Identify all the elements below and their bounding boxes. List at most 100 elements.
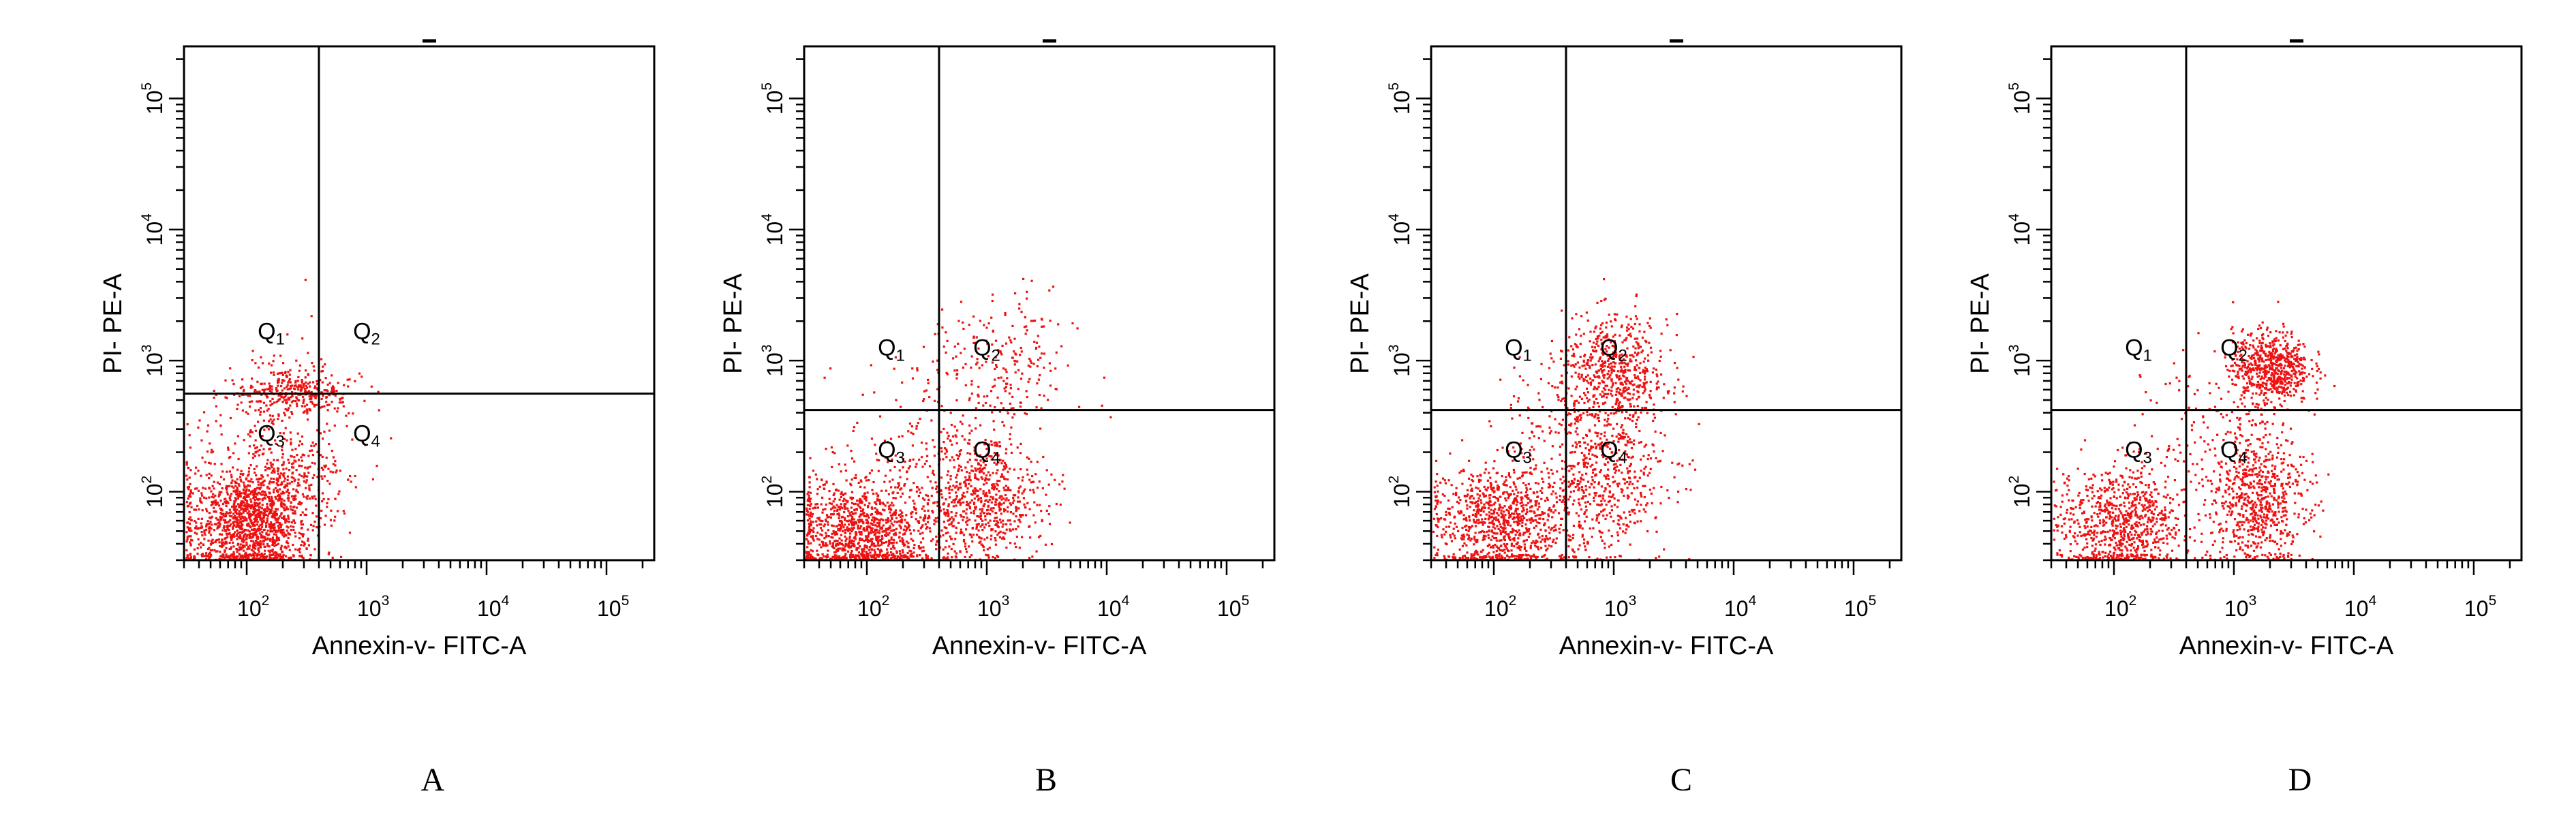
scatter-point bbox=[301, 443, 303, 446]
scatter-point bbox=[189, 541, 191, 544]
scatter-point bbox=[810, 522, 812, 525]
scatter-point bbox=[842, 544, 844, 547]
scatter-point bbox=[254, 515, 257, 517]
scatter-point bbox=[898, 435, 900, 438]
scatter-point bbox=[297, 393, 300, 396]
scatter-point bbox=[983, 395, 985, 398]
scatter-point bbox=[1479, 509, 1483, 512]
scatter-point bbox=[338, 401, 341, 404]
scatter-point bbox=[1024, 488, 1026, 491]
scatter-point bbox=[247, 485, 250, 487]
scatter-point bbox=[282, 468, 285, 471]
scatter-point bbox=[878, 521, 881, 524]
scatter-point bbox=[328, 382, 331, 384]
scatter-point bbox=[251, 350, 254, 352]
scatter-point bbox=[1533, 510, 1535, 513]
scatter-point bbox=[985, 482, 988, 485]
scatter-point bbox=[305, 381, 307, 384]
scatter-point bbox=[1039, 504, 1041, 506]
scatter-point bbox=[953, 466, 956, 469]
scatter-point bbox=[377, 390, 380, 393]
scatter-point bbox=[257, 547, 260, 550]
scatter-point bbox=[874, 551, 876, 553]
scatter-point bbox=[316, 526, 318, 529]
scatter-point bbox=[923, 463, 926, 465]
scatter-point bbox=[223, 556, 226, 559]
scatter-point bbox=[236, 487, 239, 490]
scatter-point bbox=[247, 395, 249, 397]
scatter-point bbox=[202, 487, 204, 489]
scatter-point bbox=[928, 527, 931, 530]
scatter-point bbox=[993, 461, 996, 464]
scatter-point bbox=[241, 393, 244, 396]
scatter-point bbox=[866, 529, 869, 532]
scatter-point bbox=[885, 456, 887, 459]
scatter-point bbox=[243, 504, 245, 507]
scatter-point bbox=[281, 534, 284, 536]
scatter-point bbox=[885, 552, 888, 555]
scatter-point bbox=[860, 525, 863, 527]
scatter-point bbox=[280, 512, 283, 515]
scatter-point bbox=[921, 456, 923, 459]
scatter-point bbox=[273, 542, 276, 545]
scatter-point bbox=[1009, 438, 1011, 440]
scatter-point bbox=[254, 520, 257, 523]
scatter-point bbox=[1473, 536, 1476, 538]
scatter-point bbox=[326, 506, 328, 508]
scatter-point bbox=[340, 397, 343, 399]
scatter-point bbox=[213, 397, 215, 399]
scatter-point bbox=[277, 399, 280, 401]
scatter-point bbox=[974, 487, 977, 490]
scatter-point bbox=[823, 545, 825, 547]
scatter-point bbox=[242, 510, 245, 512]
scatter-point bbox=[1545, 549, 1548, 552]
scatter-point bbox=[891, 492, 894, 495]
scatter-point bbox=[256, 465, 258, 467]
scatter-point bbox=[321, 500, 324, 503]
scatter-point bbox=[298, 464, 301, 467]
scatter-point bbox=[1453, 516, 1456, 519]
scatter-point bbox=[972, 492, 976, 495]
scatter-point bbox=[846, 515, 849, 518]
scatter-point bbox=[232, 541, 234, 544]
scatter-point bbox=[294, 380, 297, 382]
scatter-point bbox=[831, 536, 834, 539]
scatter-point bbox=[224, 538, 226, 540]
scatter-point bbox=[254, 472, 256, 474]
scatter-point bbox=[260, 483, 263, 487]
scatter-point bbox=[269, 384, 272, 388]
scatter-point bbox=[841, 530, 844, 533]
scatter-point bbox=[893, 538, 895, 541]
scatter-point bbox=[872, 523, 874, 526]
scatter-point bbox=[1462, 534, 1465, 536]
scatter-point bbox=[1507, 497, 1509, 500]
scatter-point bbox=[945, 514, 947, 517]
scatter-point bbox=[868, 516, 870, 519]
scatter-point bbox=[992, 528, 994, 531]
scatter-point bbox=[322, 468, 324, 471]
scatter-point bbox=[878, 549, 881, 552]
scatter-point bbox=[224, 542, 226, 545]
scatter-point bbox=[984, 515, 987, 518]
scatter-point bbox=[964, 555, 966, 558]
scatter-point bbox=[840, 493, 842, 495]
scatter-point bbox=[289, 381, 292, 384]
scatter-point bbox=[270, 521, 273, 524]
scatter-point bbox=[865, 553, 868, 556]
scatter-point bbox=[933, 501, 936, 504]
scatter-point bbox=[273, 545, 276, 547]
scatter-point bbox=[236, 538, 239, 540]
scatter-point bbox=[935, 487, 938, 490]
scatter-point bbox=[910, 515, 913, 518]
scatter-point bbox=[240, 512, 243, 515]
quadrant-label-q2: Q2 bbox=[353, 319, 380, 349]
x-tick-label: 104 bbox=[477, 593, 510, 621]
scatter-point bbox=[279, 498, 282, 501]
scatter-point bbox=[226, 397, 228, 399]
scatter-point bbox=[245, 541, 248, 544]
scatter-point bbox=[277, 472, 279, 475]
scatter-point bbox=[947, 552, 949, 555]
scatter-point bbox=[992, 472, 994, 474]
scatter-point bbox=[810, 520, 812, 523]
scatter-point bbox=[229, 519, 232, 521]
